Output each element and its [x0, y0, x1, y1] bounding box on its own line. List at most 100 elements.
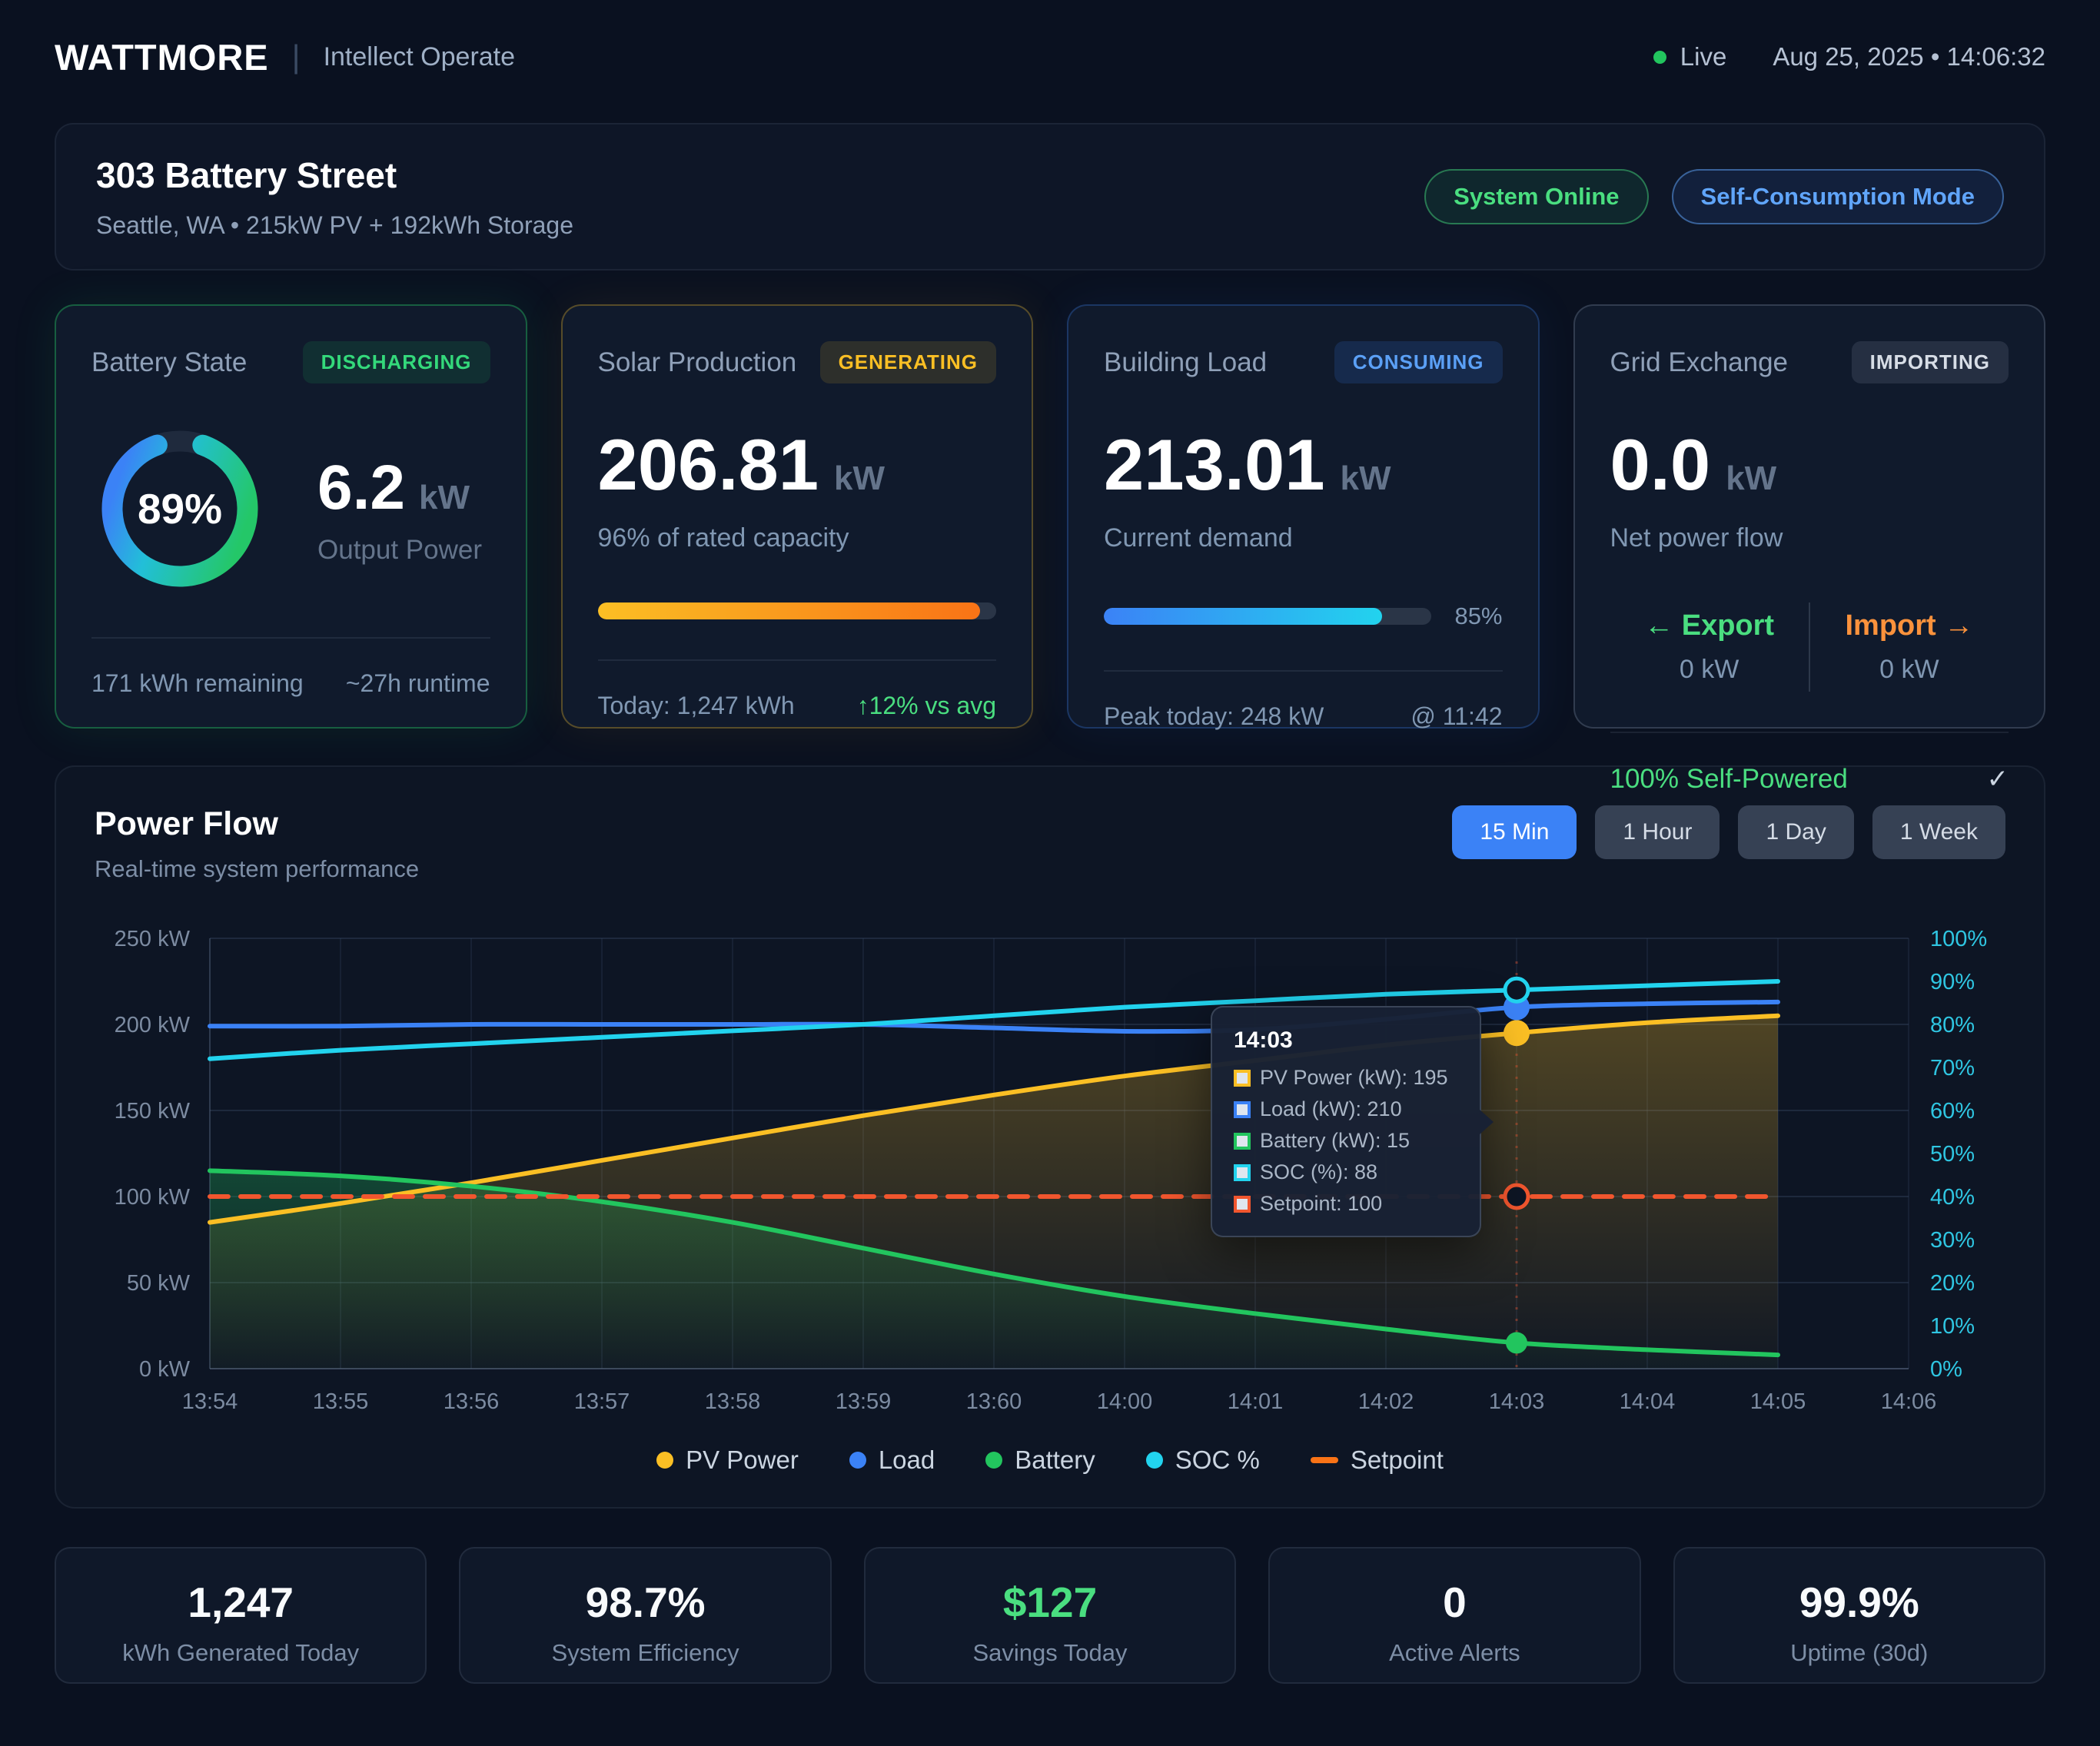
divider — [597, 659, 996, 661]
x-axis-label: 14:04 — [1620, 1389, 1676, 1414]
building-power-value: 213.01 — [1104, 424, 1325, 505]
battery-state-card: Battery State DISCHARGING 89% — [55, 304, 527, 729]
footer-stat-value: 98.7% — [585, 1578, 706, 1626]
y-axis-label-right: 0% — [1930, 1357, 1962, 1382]
range-button-15-min[interactable]: 15 Min — [1452, 805, 1577, 859]
power-flow-chart: 0 kW 50 kW 100 kW 150 kW 200 kW 250 kW 0% 10% 20… — [115, 927, 1988, 1414]
battery-remaining: 171 kWh remaining — [91, 669, 304, 697]
power-flow-chart-area: 0 kW 50 kW 100 kW 150 kW 200 kW 250 kW 0% 10% 20… — [95, 915, 2005, 1422]
battery-soc-donut: 89% — [91, 420, 268, 597]
tooltip-row-label: Setpoint: 100 — [1260, 1192, 1383, 1215]
power-flow-subtitle: Real-time system performance — [95, 855, 420, 882]
x-axis-label: 14:00 — [1097, 1389, 1153, 1414]
y-axis-label-right: 20% — [1930, 1271, 1975, 1296]
footer-stat-label: kWh Generated Today — [122, 1639, 360, 1666]
building-power-unit: kW — [1340, 460, 1391, 497]
legend-label: PV Power — [686, 1446, 799, 1474]
footer-stat-label: Active Alerts — [1389, 1639, 1520, 1666]
solar-progress-track — [597, 602, 996, 619]
footer-stat-system-efficiency: 98.7% System Efficiency — [459, 1547, 832, 1684]
battery-power-block: 6.2 kW Output Power — [317, 452, 482, 566]
divider — [91, 637, 490, 639]
system-online-badge: System Online — [1424, 169, 1649, 224]
building-status-badge: CONSUMING — [1334, 341, 1503, 383]
x-axis-label: 14:06 — [1881, 1389, 1937, 1414]
footer-stat-kwh-generated-today: 1,247 kWh Generated Today — [55, 1547, 427, 1684]
solar-production-card: Solar Production GENERATING 206.81 kW 96… — [560, 304, 1033, 729]
tooltip-row-label: SOC (%): 88 — [1260, 1160, 1378, 1183]
x-axis-label: 13:55 — [313, 1389, 369, 1414]
tooltip-time: 14:03 — [1234, 1027, 1293, 1053]
header-datetime: Aug 25, 2025 • 14:06:32 — [1773, 42, 2045, 71]
range-button-1-week[interactable]: 1 Week — [1872, 805, 2005, 859]
marker-pv-power — [1504, 1020, 1530, 1047]
solar-progress-fill — [597, 602, 981, 619]
solar-vs-avg: ↑12% vs avg — [856, 692, 996, 719]
divider — [1610, 732, 2009, 733]
x-axis-label: 13:59 — [836, 1389, 892, 1414]
battery-card-title: Battery State — [91, 347, 248, 377]
live-status-label: Live — [1680, 42, 1727, 71]
grid-import-value: 0 kW — [1879, 655, 1939, 684]
power-flow-title: Power Flow — [95, 805, 278, 842]
grid-power-unit: kW — [1726, 460, 1777, 497]
tooltip-swatch-icon — [1234, 1132, 1251, 1150]
solar-power-unit: kW — [834, 460, 886, 497]
y-axis-label-right: 30% — [1930, 1228, 1975, 1253]
x-axis-label: 13:57 — [574, 1389, 630, 1414]
range-button-1-day[interactable]: 1 Day — [1738, 805, 1854, 859]
y-axis-label-right: 40% — [1930, 1185, 1975, 1210]
divider — [1808, 602, 1810, 692]
site-card: 303 Battery Street Seattle, WA • 215kW P… — [55, 123, 2045, 271]
x-axis-label: 13:56 — [444, 1389, 500, 1414]
building-card-title: Building Load — [1104, 347, 1268, 377]
footer-stat-label: Uptime (30d) — [1790, 1639, 1929, 1666]
battery-power-label: Output Power — [317, 535, 482, 565]
footer-stat-value: $127 — [1002, 1578, 1098, 1626]
x-axis-label: 14:03 — [1489, 1389, 1545, 1414]
tooltip-row-label: Battery (kW): 15 — [1260, 1129, 1411, 1152]
chart-legend: PV Power Load Battery SOC % Setpoint — [95, 1446, 2005, 1475]
solar-capacity-label: 96% of rated capacity — [597, 523, 849, 553]
building-load-card: Building Load CONSUMING 213.01 kW Curren… — [1067, 304, 1540, 730]
tooltip-row: Battery (kW): 15 — [1234, 1129, 1458, 1153]
marker-soc — [1503, 976, 1530, 1004]
site-details: Seattle, WA • 215kW PV + 192kWh Storage — [96, 211, 573, 239]
legend-dot-icon — [1145, 1452, 1163, 1469]
footer-stat-value: 99.9% — [1799, 1578, 1919, 1626]
grid-export-value: 0 kW — [1679, 655, 1739, 684]
y-axis-label-left: 100 kW — [115, 1185, 191, 1210]
series-battery-area — [210, 1170, 1778, 1369]
tooltip-swatch-icon — [1234, 1195, 1251, 1213]
range-button-1-hour[interactable]: 1 Hour — [1595, 805, 1720, 859]
battery-power-unit: kW — [419, 479, 470, 516]
legend-label: Battery — [1015, 1446, 1095, 1474]
tooltip-row: PV Power (kW): 195 — [1234, 1066, 1458, 1090]
x-axis-label: 13:58 — [705, 1389, 761, 1414]
tooltip-row-label: PV Power (kW): 195 — [1260, 1066, 1448, 1089]
footer-stat-label: Savings Today — [972, 1639, 1128, 1666]
tooltip-swatch-icon — [1234, 1100, 1251, 1118]
y-axis-label-right: 90% — [1930, 970, 1975, 994]
tooltip-rows: PV Power (kW): 195 Load (kW): 210 Battery … — [1234, 1066, 1458, 1216]
load-progress-fill — [1104, 608, 1383, 625]
mode-badge: Self-Consumption Mode — [1671, 169, 2004, 224]
y-axis-label-left: 150 kW — [115, 1099, 191, 1124]
x-axis-label: 14:02 — [1358, 1389, 1414, 1414]
y-axis-label-right: 50% — [1930, 1142, 1975, 1167]
tooltip-swatch-icon — [1234, 1069, 1251, 1087]
tooltip-swatch-icon — [1234, 1163, 1251, 1181]
legend-label: Setpoint — [1350, 1446, 1444, 1474]
stat-cards-row: Battery State DISCHARGING 89% — [55, 304, 2045, 794]
solar-card-title: Solar Production — [597, 347, 797, 377]
grid-card-title: Grid Exchange — [1610, 347, 1789, 377]
grid-export-label: ← Export — [1644, 609, 1775, 642]
legend-dot-icon — [849, 1452, 866, 1469]
check-icon: ✓ — [1986, 765, 2009, 794]
y-axis-label-right: 70% — [1930, 1056, 1975, 1080]
grid-status-badge: IMPORTING — [1851, 341, 2009, 383]
grid-exchange-card: Grid Exchange IMPORTING 0.0 kW Net power… — [1573, 304, 2045, 794]
footer-stat-savings-today: $127 Savings Today — [863, 1547, 1237, 1684]
x-axis-label: 13:60 — [966, 1389, 1022, 1414]
